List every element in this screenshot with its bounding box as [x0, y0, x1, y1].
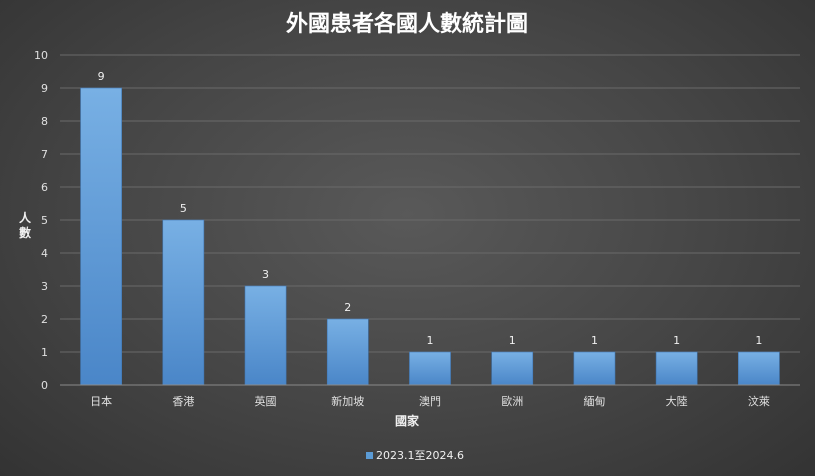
- data-label: 1: [509, 334, 516, 347]
- x-tick-label: 緬甸: [583, 395, 605, 408]
- y-axis-ticks: 0 1 2 3 4 5 6 7 8 9 10: [34, 49, 48, 392]
- x-tick-label: 英國: [255, 394, 277, 408]
- x-tick-label: 日本: [90, 394, 112, 408]
- y-tick-label: 3: [41, 280, 48, 293]
- y-tick-label: 10: [34, 49, 48, 62]
- data-label: 1: [755, 334, 762, 347]
- x-tick-label: 歐洲: [501, 394, 523, 408]
- chart-title: 外國患者各國人數統計圖: [286, 11, 528, 37]
- bar: [326, 318, 369, 386]
- y-tick-label: 5: [41, 214, 48, 227]
- x-axis-ticks: 日本 香港 英國 新加坡 澳門 歐洲 緬甸 大陸 汶萊: [90, 394, 770, 408]
- x-tick-label: 汶萊: [748, 394, 770, 408]
- data-label: 9: [98, 70, 105, 83]
- legend-label: 2023.1至2024.6: [376, 449, 464, 462]
- y-tick-label: 2: [41, 313, 48, 326]
- bar: [244, 285, 287, 386]
- data-label: 1: [427, 334, 434, 347]
- x-tick-label: 大陸: [666, 394, 688, 408]
- y-tick-label: 0: [41, 379, 48, 392]
- y-tick-label: 9: [41, 82, 48, 95]
- bar: [738, 351, 780, 386]
- data-label: 1: [591, 334, 598, 347]
- bar: [162, 219, 205, 386]
- data-label: 3: [262, 268, 269, 281]
- y-tick-label: 1: [41, 346, 48, 359]
- y-tick-label: 6: [41, 181, 48, 194]
- x-axis-title: 國家: [395, 413, 420, 428]
- data-label: 2: [344, 301, 351, 314]
- bar: [80, 87, 122, 386]
- bar: [491, 351, 534, 386]
- bar: [409, 351, 451, 386]
- y-tick-label: 4: [41, 247, 48, 260]
- x-tick-label: 新加坡: [331, 394, 364, 408]
- y-axis-title: 人數: [19, 210, 32, 240]
- data-labels: 9 5 3 2 1 1 1 1 1: [98, 70, 763, 347]
- bar: [655, 351, 698, 386]
- data-label: 5: [180, 202, 187, 215]
- x-tick-label: 澳門: [419, 395, 441, 408]
- x-tick-label: 香港: [172, 395, 194, 408]
- bar: [573, 351, 616, 386]
- legend-swatch: [366, 452, 373, 459]
- y-tick-label: 8: [41, 115, 48, 128]
- data-label: 1: [673, 334, 680, 347]
- y-tick-label: 7: [41, 148, 48, 161]
- legend: 2023.1至2024.6: [366, 449, 464, 462]
